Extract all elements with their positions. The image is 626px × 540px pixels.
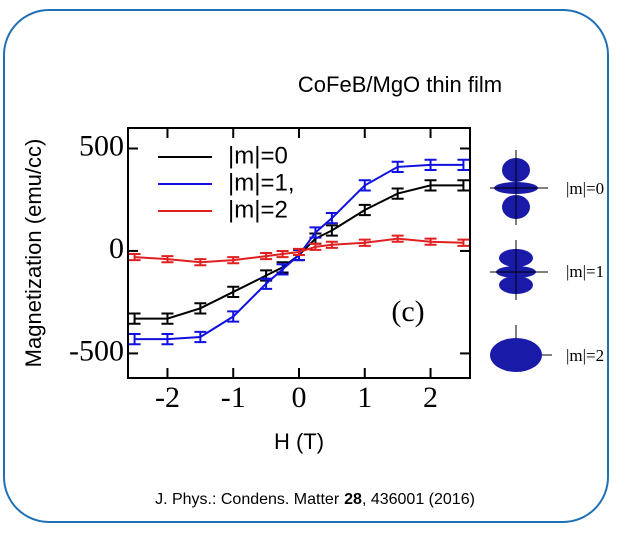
error-bar: [227, 285, 240, 299]
error-bar: [194, 302, 207, 315]
error-bar: [260, 277, 273, 290]
orbital-m1: [490, 240, 548, 300]
error-bar: [358, 203, 371, 217]
error-bar: [161, 255, 174, 264]
panel-label: (c): [391, 295, 424, 328]
x-tick-label: 1: [357, 381, 372, 414]
error-bar: [391, 187, 404, 200]
legend-label: |m|=1,: [228, 169, 295, 196]
error-bar: [325, 224, 338, 237]
x-tick-label: -2: [155, 381, 180, 414]
error-bar: [128, 332, 141, 346]
error-bar: [293, 247, 305, 257]
plot-frame: [127, 127, 471, 379]
error-bar: [424, 158, 437, 172]
error-bar: [457, 238, 470, 247]
plot: -2 -1 0 1 2 -500 0 500 |m|=0|m|=1,|m|=2: [69, 127, 471, 414]
error-bar: [161, 332, 174, 346]
error-bar: [161, 312, 174, 325]
orbital-label: |m|=0: [566, 179, 604, 198]
orbitals: |m|=0 |m|=1 |m|=2: [490, 150, 604, 372]
y-tick-label: 500: [79, 129, 124, 162]
error-bar: [457, 158, 470, 172]
error-bar: [457, 179, 470, 192]
x-tick-label: 0: [292, 381, 307, 414]
error-bar: [194, 258, 207, 267]
error-bar: [309, 242, 322, 251]
x-axis-label: H (T): [274, 429, 324, 454]
error-bar: [227, 256, 240, 265]
y-tick-label: -500: [69, 334, 124, 367]
y-tick-label: 0: [109, 232, 124, 265]
error-bar: [358, 179, 371, 192]
citation: J. Phys.: Condens. Matter 28, 436001 (201…: [155, 491, 475, 508]
orbital-m2: [490, 325, 552, 372]
error-bar: [227, 310, 240, 323]
y-axis-label: Magnetization (emu/cc): [21, 139, 46, 368]
error-bar: [325, 212, 338, 225]
citation-volume: 28: [344, 491, 362, 508]
orbital-m0: [490, 150, 548, 225]
error-bar: [391, 234, 404, 243]
error-bar: [276, 263, 289, 276]
error-bar: [128, 312, 141, 325]
error-bar: [309, 226, 322, 239]
error-bar: [358, 238, 371, 247]
error-bar: [391, 160, 404, 174]
citation-rest: , 436001 (2016): [362, 491, 475, 508]
orbital-label: |m|=2: [566, 346, 604, 365]
error-bar: [260, 252, 273, 261]
x-tick-label: -1: [221, 381, 246, 414]
legend-label: |m|=2: [228, 196, 288, 223]
frame: [3, 9, 609, 523]
orbital-label: |m|=1: [566, 262, 604, 281]
error-bar: [424, 179, 437, 192]
error-bar: [194, 330, 207, 344]
error-bar: [424, 237, 437, 246]
chart-title: CoFeB/MgO thin film: [298, 72, 502, 97]
citation-journal: J. Phys.: Condens. Matter: [155, 491, 340, 508]
error-bar: [128, 253, 141, 262]
legend-label: |m|=0: [228, 142, 288, 169]
error-bar: [325, 240, 338, 249]
error-bar: [276, 249, 289, 259]
x-tick-label: 2: [423, 381, 438, 414]
